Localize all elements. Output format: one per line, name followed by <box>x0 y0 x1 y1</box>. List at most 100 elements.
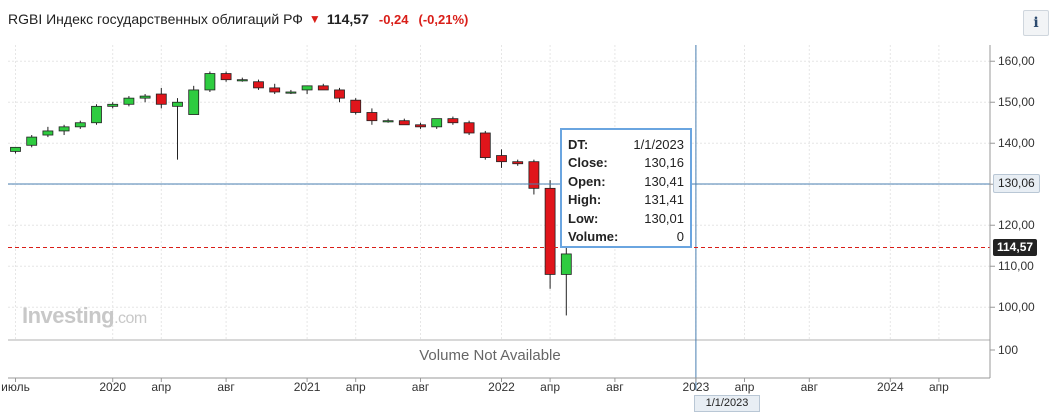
candle-body <box>382 120 394 123</box>
candle <box>301 85 313 95</box>
y-tick-label: 140,00 <box>998 136 1035 150</box>
candle <box>26 135 38 148</box>
info-icon[interactable]: i <box>1023 10 1049 36</box>
candle <box>220 71 232 82</box>
last-price-tag: 114,57 <box>993 239 1038 256</box>
candle <box>447 116 459 125</box>
candle-body <box>366 112 378 122</box>
candle <box>317 83 329 91</box>
candle <box>382 118 394 123</box>
candle-body <box>155 93 167 105</box>
investing-watermark: Investing.com <box>22 303 147 329</box>
candle <box>253 79 264 90</box>
volume-not-available: Volume Not Available <box>419 347 561 364</box>
candle-body <box>512 161 524 165</box>
candle-body <box>253 81 264 89</box>
x-tick-label: 2022 <box>488 380 515 394</box>
x-tick-label: 2023 <box>683 380 710 394</box>
down-arrow-icon: ▼ <box>308 12 321 26</box>
candle <box>42 126 54 138</box>
candle-body <box>334 89 345 99</box>
candle-body <box>560 253 572 275</box>
candle-body <box>431 118 443 128</box>
candle-body <box>544 187 556 275</box>
x-tick-label: июль <box>1 380 30 394</box>
watermark-suffix: .com <box>114 310 147 327</box>
x-tick-label: авг <box>217 380 235 394</box>
candle <box>334 87 345 103</box>
candle-body <box>10 146 21 152</box>
ohlc-tooltip: DT: 1/1/2023 Close: 130,16 Open: 130,41 Hig… <box>560 128 692 248</box>
x-tick-label: 2020 <box>99 380 126 394</box>
candle <box>269 83 281 95</box>
tooltip-row-open: Open: 130,41 <box>568 173 684 189</box>
x-tick-label: авг <box>801 380 819 394</box>
candles <box>10 71 572 316</box>
candle-body <box>107 103 119 107</box>
candle-body <box>172 101 183 107</box>
y-tick-label: 100,00 <box>998 300 1035 314</box>
candle-body <box>236 79 248 82</box>
candle <box>479 130 491 160</box>
tooltip-row-dt: DT: 1/1/2023 <box>568 136 684 152</box>
y-tick-label: 160,00 <box>998 54 1035 68</box>
candle-body <box>123 97 135 105</box>
candle-body <box>398 120 410 126</box>
candle <box>415 122 426 129</box>
instrument-title: RGBI Индекс государственных облигаций РФ <box>8 11 303 27</box>
candle <box>74 120 86 129</box>
candle <box>512 159 524 166</box>
tooltip-row-low: Low: 130,01 <box>568 210 684 226</box>
candle <box>366 108 378 125</box>
x-tick-label: апр <box>929 380 949 394</box>
candle <box>123 96 135 107</box>
y-tick-label: 150,00 <box>998 95 1035 109</box>
tooltip-row-close: Close: 130,16 <box>568 155 684 171</box>
y-tick-label: 120,00 <box>998 218 1035 232</box>
last-price: 114,57 <box>326 11 369 27</box>
x-tick-label: апр <box>735 380 755 394</box>
x-tick-label: апр <box>151 380 171 394</box>
crosshair-date-tag: 1/1/2023 <box>694 395 760 412</box>
candle-body <box>350 99 362 113</box>
candle <box>10 146 21 154</box>
candle-body <box>269 87 281 93</box>
candle <box>463 120 475 136</box>
candle-body <box>188 89 200 115</box>
y-tick-label: 110,00 <box>998 259 1034 273</box>
candle <box>285 89 297 95</box>
candle <box>58 124 70 136</box>
candle-body <box>528 161 540 189</box>
price-change-percent: (-0,21%) <box>418 11 469 27</box>
candle <box>496 149 507 168</box>
candle-body <box>204 73 216 91</box>
volume-tick-label: 100 <box>998 343 1018 357</box>
candle <box>544 180 556 289</box>
x-tick-label: 2021 <box>294 380 321 394</box>
candle-body <box>91 105 102 124</box>
candle <box>91 104 102 125</box>
candle <box>188 85 200 115</box>
candle <box>431 118 443 129</box>
x-tick-label: 2024 <box>877 380 904 394</box>
x-tick-label: апр <box>540 380 560 394</box>
candle-body <box>58 126 70 132</box>
candle-body <box>463 122 475 134</box>
candle-body <box>42 130 54 136</box>
price-change: -0,24 <box>378 11 409 27</box>
candle <box>139 94 151 103</box>
x-tick-label: апр <box>346 380 366 394</box>
candle-body <box>447 118 459 124</box>
candle-body <box>479 132 491 158</box>
candle <box>398 118 410 126</box>
tooltip-row-high: High: 131,41 <box>568 192 684 208</box>
candle-body <box>496 155 507 163</box>
candle <box>107 102 119 109</box>
watermark-text: Investing <box>22 303 115 328</box>
candle <box>236 77 248 82</box>
candle <box>560 241 572 316</box>
candle <box>350 98 362 115</box>
candle-body <box>317 85 329 91</box>
candle <box>155 87 167 109</box>
